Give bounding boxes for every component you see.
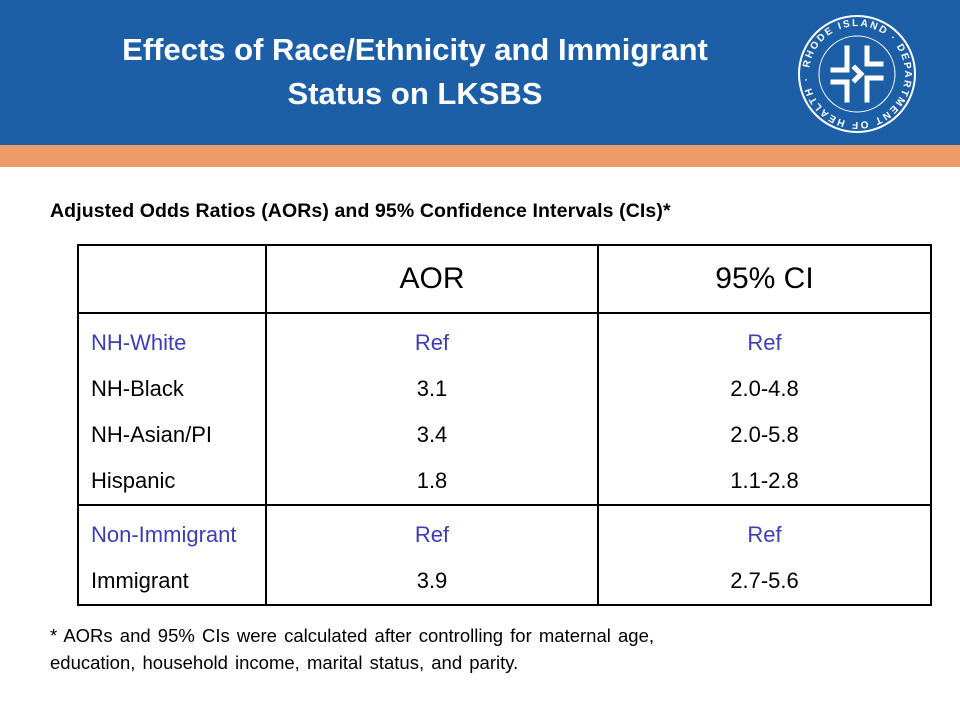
- race-ci-cell: Ref 2.0-4.8 2.0-5.8 1.1-2.8: [597, 312, 932, 506]
- aor-value: 3.9: [416, 568, 448, 593]
- aor-value: Ref: [414, 330, 450, 355]
- table-row: NH-White NH-Black NH-Asian/PI Hispanic R…: [77, 312, 932, 506]
- ci-value: 2.0-4.8: [730, 376, 799, 401]
- aor-value: Ref: [414, 522, 450, 547]
- footnote-line-2: education, household income, marital sta…: [50, 652, 519, 673]
- header-ci: 95% CI: [597, 244, 932, 314]
- orange-accent-band: [0, 145, 960, 167]
- footnote: * AORs and 95% CIs were calculated after…: [50, 622, 920, 676]
- aor-table: AOR 95% CI NH-White NH-Black NH-Asian/PI…: [77, 244, 932, 606]
- row-label: NH-Asian/PI: [91, 422, 213, 447]
- table-row: Non-Immigrant Immigrant Ref 3.9 Ref 2.7-…: [77, 504, 932, 606]
- ci-value: Ref: [747, 330, 782, 355]
- aor-value: 3.1: [416, 376, 448, 401]
- row-label: NH-Black: [91, 376, 184, 401]
- slide-title: Effects of Race/Ethnicity and Immigrant …: [20, 28, 810, 116]
- race-aor-cell: Ref 3.1 3.4 1.8: [265, 312, 599, 506]
- row-label: Non-Immigrant: [91, 522, 237, 547]
- header-bar: Effects of Race/Ethnicity and Immigrant …: [0, 0, 960, 145]
- aor-value: 1.8: [416, 468, 448, 493]
- title-line-1: Effects of Race/Ethnicity and Immigrant: [122, 32, 708, 67]
- ci-value: 1.1-2.8: [730, 468, 799, 493]
- row-label: Immigrant: [91, 568, 189, 593]
- row-label: Hispanic: [91, 468, 176, 493]
- svg-text:RHODE ISLAND · DEPARTMENT OF H: RHODE ISLAND · DEPARTMENT OF HEALTH ·: [801, 18, 913, 130]
- table-header-row: AOR 95% CI: [77, 244, 932, 314]
- title-line-2: Status on LKSBS: [287, 76, 543, 111]
- race-labels-cell: NH-White NH-Black NH-Asian/PI Hispanic: [77, 312, 267, 506]
- ci-value: 2.0-5.8: [730, 422, 799, 447]
- table-caption: Adjusted Odds Ratios (AORs) and 95% Conf…: [50, 200, 671, 222]
- aor-value: 3.4: [416, 422, 448, 447]
- header-aor: AOR: [265, 244, 599, 314]
- immigrant-ci-cell: Ref 2.7-5.6: [597, 504, 932, 606]
- immigrant-labels-cell: Non-Immigrant Immigrant: [77, 504, 267, 606]
- rhode-island-health-seal-logo: RHODE ISLAND · DEPARTMENT OF HEALTH ·: [798, 15, 916, 133]
- ci-value: 2.7-5.6: [730, 568, 799, 593]
- footnote-line-1: * AORs and 95% CIs were calculated after…: [50, 625, 655, 646]
- immigrant-aor-cell: Ref 3.9: [265, 504, 599, 606]
- header-blank-cell: [77, 244, 267, 314]
- ci-value: Ref: [747, 522, 782, 547]
- row-label: NH-White: [91, 330, 187, 355]
